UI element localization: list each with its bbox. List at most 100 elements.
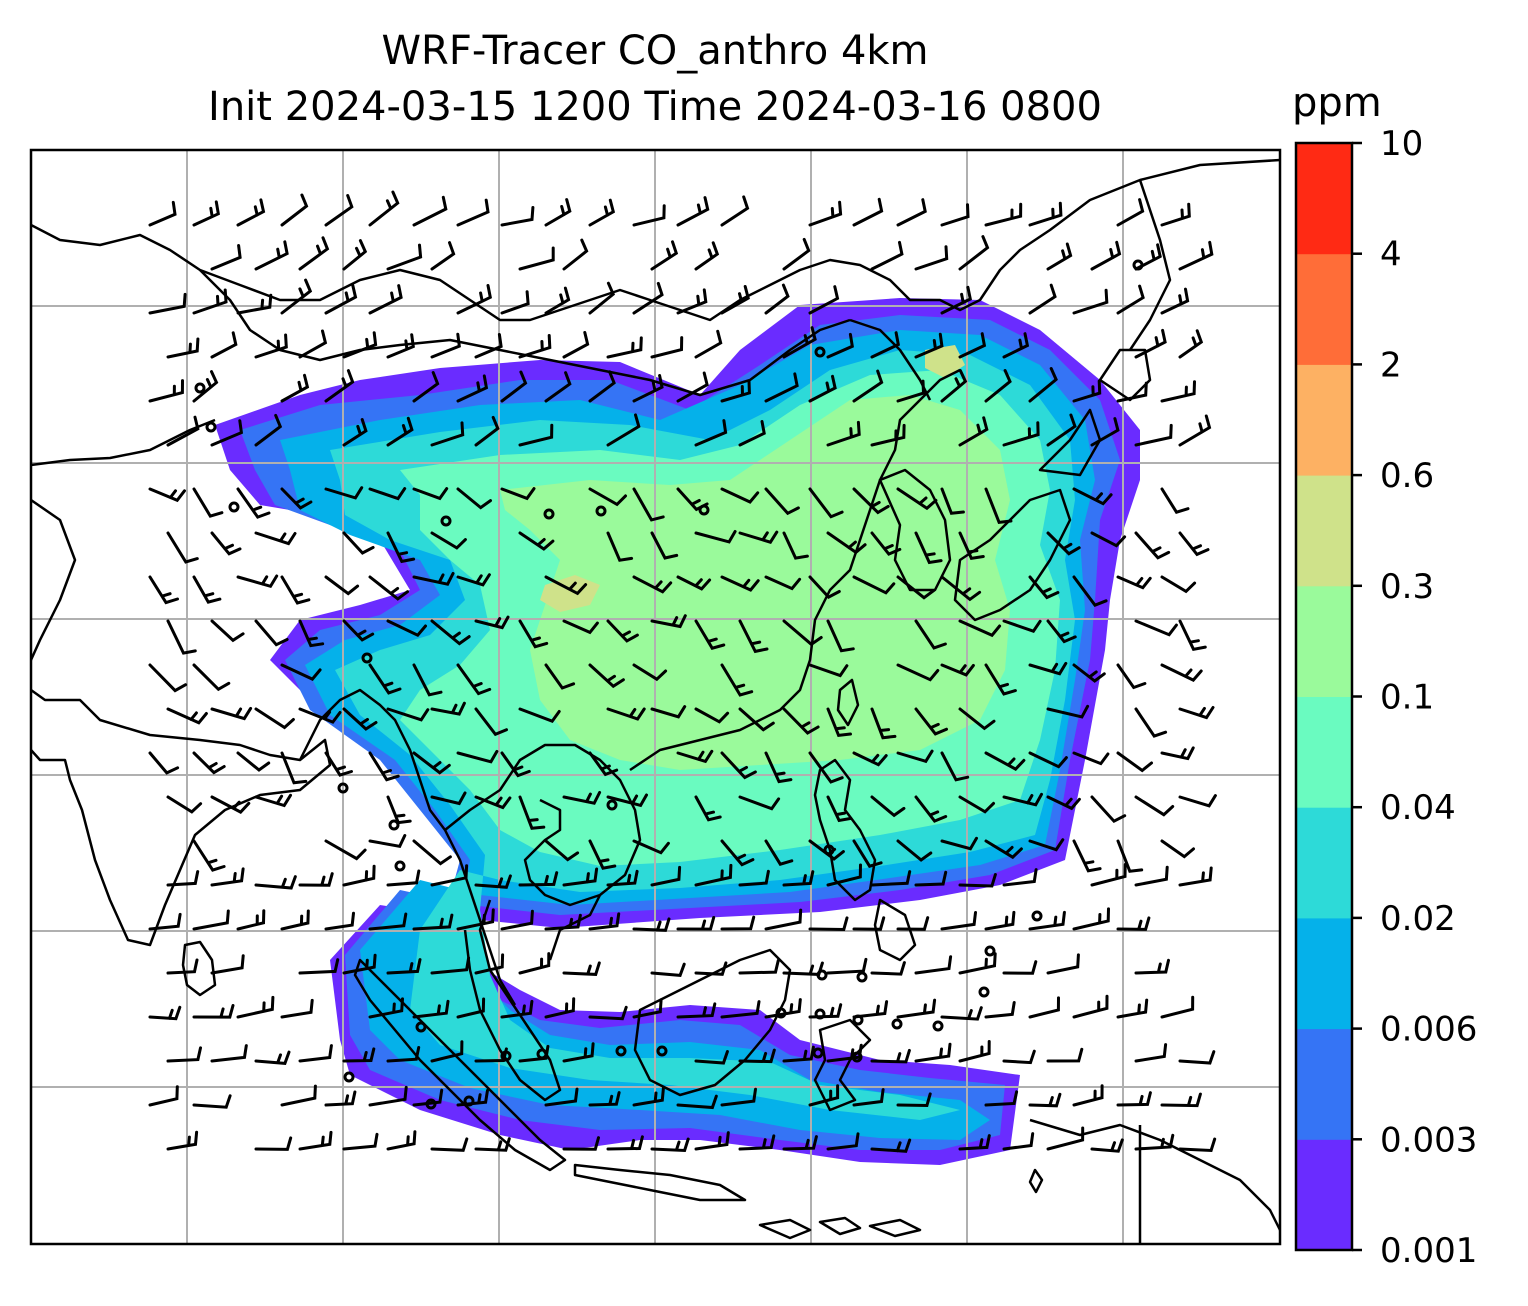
wind-barb — [148, 200, 177, 227]
wind-barb — [386, 333, 415, 359]
wind-barb — [606, 619, 639, 643]
wind-barb — [412, 999, 450, 1019]
wind-barb — [606, 869, 639, 887]
wind-barb — [148, 292, 187, 315]
wind-barb — [474, 415, 500, 447]
wind-barb — [764, 839, 794, 866]
wind-barb — [896, 839, 933, 862]
wind-barb — [280, 278, 313, 315]
wind-barb — [500, 909, 534, 931]
wind-barb — [676, 749, 714, 764]
wind-barb — [298, 619, 325, 648]
wind-barb — [720, 575, 760, 592]
wind-barb — [782, 531, 809, 560]
wind-barb — [588, 839, 617, 870]
wind-barb — [474, 615, 510, 630]
wind-barb — [1134, 531, 1171, 560]
wind-barb — [412, 663, 443, 697]
wind-barb — [236, 751, 271, 772]
wind-barb — [1134, 958, 1170, 975]
wind-barb — [1090, 863, 1127, 887]
wind-barb — [1178, 706, 1215, 720]
wind-barb — [254, 240, 289, 271]
wind-barb — [738, 619, 769, 654]
wind-barb — [368, 190, 400, 227]
wind-barb — [148, 379, 184, 403]
wind-barb — [544, 286, 571, 315]
wind-barb — [808, 285, 840, 315]
wind-barb — [914, 707, 948, 736]
wind-barb — [782, 1135, 818, 1151]
wind-barb — [808, 374, 837, 403]
wind-barb — [1046, 953, 1080, 975]
wind-barb — [430, 619, 471, 646]
wind-barb — [210, 1044, 248, 1063]
wind-barb — [1134, 795, 1175, 817]
wind-barb — [808, 916, 849, 932]
wind-barb — [940, 369, 968, 403]
wind-barb — [456, 573, 491, 587]
wind-barb — [518, 795, 546, 830]
wind-barb — [958, 952, 997, 975]
wind-barb — [1028, 201, 1063, 227]
wind-barb — [676, 1094, 718, 1110]
wind-barb — [958, 795, 995, 814]
wind-barb — [606, 413, 641, 447]
wind-barb — [342, 619, 375, 642]
wind-barb — [1072, 288, 1109, 315]
wind-barb — [254, 707, 295, 730]
wind-barb — [720, 915, 756, 931]
wind-barb — [826, 420, 861, 447]
wind-barb — [1028, 910, 1066, 931]
wind-barb — [500, 290, 530, 315]
wind-barb — [782, 707, 820, 735]
colorbar-tick-label: 0.003 — [1380, 1120, 1477, 1160]
wind-barb — [694, 619, 726, 650]
wind-barb — [1046, 619, 1077, 644]
wind-barb — [280, 487, 313, 510]
wind-barb — [412, 371, 440, 403]
wind-barb — [544, 913, 582, 931]
wind-barb — [606, 793, 648, 808]
wind-barb — [650, 705, 687, 719]
wind-barb — [298, 958, 340, 975]
wind-barb — [632, 663, 668, 682]
wind-barb — [1116, 751, 1153, 773]
wind-barb — [166, 1130, 199, 1151]
wind-barb — [764, 908, 803, 931]
wind-barb — [210, 795, 251, 814]
wind-barb — [236, 198, 266, 227]
wind-barb — [650, 614, 687, 629]
wind-barb — [148, 912, 182, 931]
wind-barb — [368, 487, 407, 501]
wind-barb — [254, 793, 292, 808]
wind-barb — [738, 1048, 776, 1064]
wind-barb — [1160, 487, 1190, 514]
colorbar: 0.001 0.003 0.006 0.02 0.04 0.1 0.3 0.6 2 4 10 — [1294, 124, 1477, 1271]
wind-barb — [236, 293, 273, 315]
wind-barb — [1028, 661, 1068, 676]
wind-barb — [694, 419, 728, 447]
wind-barb — [562, 961, 601, 976]
wind-barb — [1178, 329, 1204, 359]
wind-barb — [914, 955, 953, 975]
wind-barb — [738, 530, 779, 544]
wind-barb — [518, 871, 559, 887]
wind-barb — [298, 236, 330, 271]
wind-barb — [368, 284, 403, 315]
wind-barb — [826, 619, 855, 653]
wind-barb — [632, 917, 671, 932]
wind-barb — [720, 195, 750, 227]
wind-barb — [738, 958, 780, 975]
wind-barb — [1028, 575, 1060, 600]
wind-barb — [808, 200, 843, 227]
wind-barb — [280, 909, 310, 931]
wind-barb — [1046, 795, 1081, 811]
wind-barb — [958, 707, 996, 731]
colorbar-tick-label: 0.6 — [1380, 456, 1434, 496]
wind-barb — [210, 954, 245, 975]
wind-barb — [254, 413, 283, 447]
wind-barb — [852, 487, 890, 515]
wind-barb — [1072, 907, 1110, 931]
